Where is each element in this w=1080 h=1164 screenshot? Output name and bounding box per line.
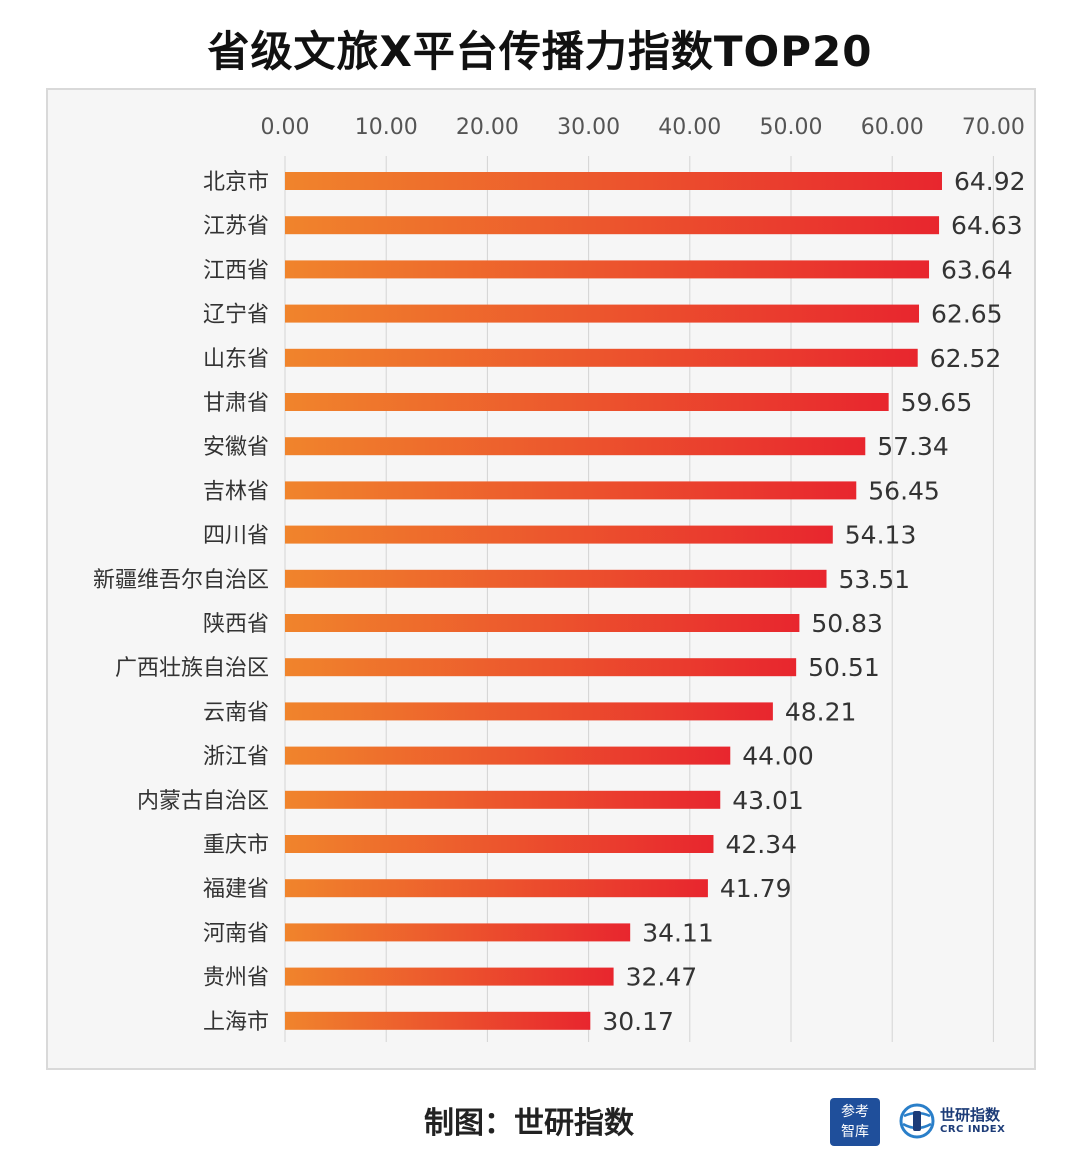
bar [285, 393, 889, 411]
bar [285, 967, 614, 986]
data-label: 42.34 [725, 830, 797, 859]
data-label: 54.13 [845, 521, 917, 550]
crc-logo-en: CRC INDEX [940, 1124, 1006, 1135]
category-label: 四川省 [203, 524, 269, 549]
bar [285, 835, 714, 853]
bar [285, 614, 800, 632]
bar-chart: 0.00 10.00 20.00 30.00 40.00 50.00 60.00 70.00 … [93, 115, 1026, 1042]
x-tick-label: 70.00 [962, 115, 1025, 140]
data-label: 62.52 [930, 344, 1002, 373]
x-tick-label: 30.00 [557, 115, 620, 140]
x-tick-label: 40.00 [658, 115, 721, 140]
category-label: 新疆维吾尔自治区 [93, 568, 269, 593]
gridlines [284, 156, 994, 1042]
bar [285, 879, 708, 898]
category-label: 吉林省 [203, 479, 269, 504]
category-label: 贵州省 [203, 966, 269, 991]
category-label: 广西壮族自治区 [115, 656, 269, 681]
bar [285, 260, 930, 279]
crc-logo-cn: 世研指数 [940, 1106, 1001, 1124]
data-label: 64.63 [951, 211, 1023, 240]
bar [285, 1011, 591, 1030]
category-label: 云南省 [203, 700, 269, 725]
category-label: 山东省 [203, 347, 269, 372]
category-label: 江苏省 [203, 214, 269, 239]
data-label: 41.79 [720, 874, 792, 903]
category-label: 河南省 [203, 921, 269, 946]
cankao-zhiku-logo: 参考 智库 [830, 1098, 880, 1146]
data-label: 56.45 [868, 476, 940, 505]
data-label: 59.65 [901, 388, 973, 417]
x-tick-label: 20.00 [456, 115, 519, 140]
category-label: 上海市 [203, 1010, 269, 1035]
data-label: 32.47 [626, 963, 698, 992]
bar [285, 746, 731, 765]
category-label: 内蒙古自治区 [137, 789, 269, 814]
bar [285, 172, 942, 190]
bar [285, 348, 918, 367]
globe-icon [899, 1103, 935, 1139]
bar [285, 304, 920, 323]
bar [285, 702, 773, 721]
cankao-logo-line2: 智库 [841, 1124, 869, 1140]
chart-title: 省级文旅X平台传播力指数TOP20 [207, 27, 873, 76]
x-tick-label: 50.00 [760, 115, 823, 140]
x-tick-label: 60.00 [861, 115, 924, 140]
category-label: 安徽省 [203, 435, 269, 460]
bar [285, 437, 866, 456]
data-label: 34.11 [642, 918, 714, 947]
bar [285, 569, 827, 588]
bar [285, 923, 631, 942]
category-label: 甘肃省 [203, 391, 269, 416]
crc-index-logo: 世研指数 CRC INDEX [898, 1100, 1028, 1146]
category-label: 陕西省 [203, 612, 269, 637]
data-label: 57.34 [877, 432, 949, 461]
chart-credit: 制图：世研指数 [424, 1106, 634, 1141]
bar [285, 525, 833, 544]
data-label: 43.01 [732, 786, 804, 815]
x-axis-ticks: 0.00 10.00 20.00 30.00 40.00 50.00 60.00 70.00 [261, 115, 1025, 140]
category-label: 辽宁省 [203, 303, 269, 328]
data-label: 53.51 [839, 565, 911, 594]
category-label: 福建省 [203, 877, 269, 902]
category-label: 重庆市 [203, 833, 269, 858]
bar [285, 481, 857, 500]
bar [285, 658, 797, 677]
category-label: 浙江省 [203, 745, 269, 770]
bar [285, 216, 940, 235]
data-label: 44.00 [742, 742, 814, 771]
chart-panel: 0.00 10.00 20.00 30.00 40.00 50.00 60.00 70.00 … [46, 88, 1036, 1070]
data-label: 62.65 [931, 300, 1003, 329]
bar [285, 790, 721, 809]
data-label: 48.21 [785, 697, 857, 726]
data-label: 50.83 [811, 609, 883, 638]
x-tick-label: 0.00 [261, 115, 310, 140]
x-tick-label: 10.00 [355, 115, 418, 140]
data-label: 63.64 [941, 255, 1013, 284]
category-label: 北京市 [203, 170, 269, 195]
bars: 北京市 64.92 江苏省 64.63 江西省 63.64 辽宁省 62.65 山东省 62.52… [93, 167, 1026, 1036]
data-label: 64.92 [954, 167, 1026, 196]
cankao-logo-line1: 参考 [841, 1104, 869, 1120]
category-label: 江西省 [203, 258, 269, 283]
data-label: 30.17 [602, 1007, 674, 1036]
data-label: 50.51 [808, 653, 880, 682]
